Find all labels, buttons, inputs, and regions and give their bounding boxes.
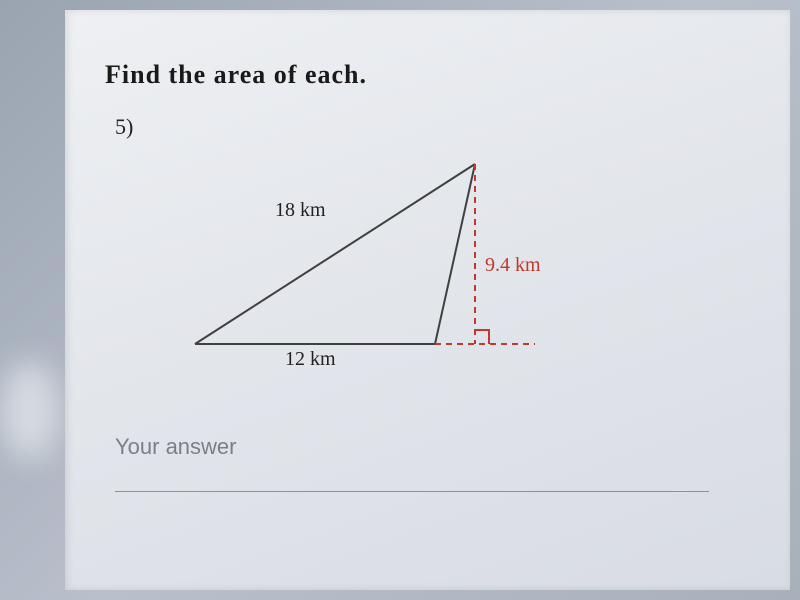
hypotenuse-side: [195, 164, 475, 344]
answer-area: Your answer: [105, 434, 750, 492]
worksheet-page: Find the area of each. 5) 18 km 12 km 9.…: [65, 10, 790, 590]
screen-glare: [0, 360, 60, 460]
hypotenuse-label: 18 km: [275, 199, 326, 222]
instruction-heading: Find the area of each.: [105, 60, 750, 90]
triangle-svg: [175, 134, 615, 394]
right-side: [435, 164, 475, 344]
answer-input[interactable]: [115, 466, 709, 492]
base-label: 12 km: [285, 348, 336, 371]
right-angle-marker: [475, 330, 489, 344]
altitude-label: 9.4 km: [485, 254, 541, 277]
triangle-figure: 18 km 12 km 9.4 km: [175, 134, 615, 394]
answer-prompt: Your answer: [115, 434, 740, 460]
